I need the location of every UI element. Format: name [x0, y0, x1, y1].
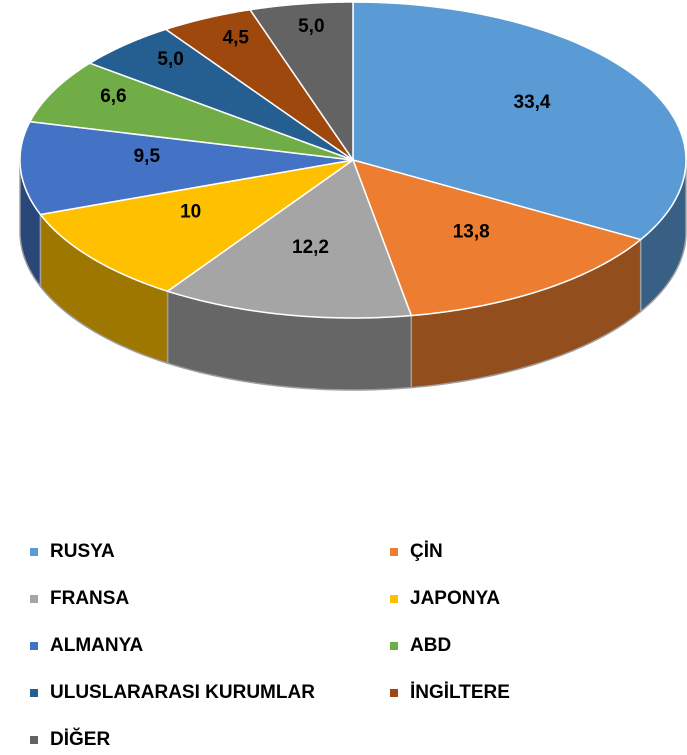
slice: [19, 120, 354, 216]
data-label: 9,5: [134, 146, 161, 167]
slice: [164, 8, 354, 161]
data-label: 13,8: [453, 221, 490, 242]
legend-label: ABD: [410, 635, 451, 656]
legend-label: JAPONYA: [410, 588, 500, 609]
legend-label: ALMANYA: [50, 635, 144, 656]
slice: [165, 158, 413, 319]
data-label: 33,4: [514, 92, 551, 113]
legend-swatch: [30, 595, 38, 603]
legend-label: ÇİN: [410, 541, 443, 562]
legend-swatch: [30, 642, 38, 650]
legend-swatch: [390, 595, 398, 603]
slice: [351, 158, 643, 317]
legend-label: İNGİLTERE: [410, 682, 510, 703]
data-label: 4,5: [223, 28, 250, 49]
legend-label: RUSYA: [50, 541, 115, 562]
data-label: 5,0: [157, 49, 183, 70]
data-label: 10: [180, 202, 201, 223]
legend-swatch: [390, 548, 398, 556]
slice: [352, 1, 687, 241]
legend-swatch: [30, 736, 38, 744]
slice: [248, 1, 354, 163]
legend-label: DİĞER: [50, 728, 110, 750]
legend-label: ULUSLARARASI KURUMLAR: [50, 682, 315, 703]
legend-swatch: [390, 642, 398, 650]
data-label: 5,0: [298, 16, 324, 37]
data-label: 12,2: [292, 237, 329, 258]
legend-swatch: [30, 548, 38, 556]
data-label: 6,6: [100, 86, 126, 107]
slice: [39, 159, 354, 293]
legend-swatch: [390, 689, 398, 697]
legend-swatch: [30, 689, 38, 697]
pie-tops: [19, 1, 687, 319]
slice: [28, 62, 354, 161]
legend-label: FRANSA: [50, 588, 129, 609]
slice: [88, 28, 354, 161]
